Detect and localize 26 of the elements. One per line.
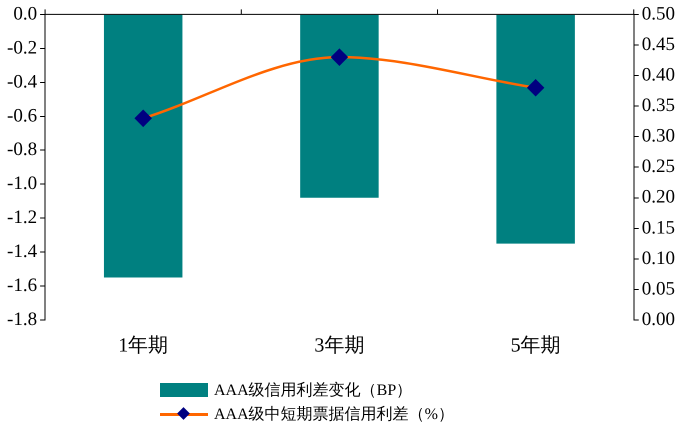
y-tick-label: -0.4 xyxy=(7,71,38,92)
y2-tick-label: 0.20 xyxy=(642,186,675,208)
y2-tick-label: 0.35 xyxy=(642,95,675,116)
y2-tick-label: 0.15 xyxy=(642,217,675,238)
y-tick-label: -0.2 xyxy=(7,37,38,58)
y2-tick-label: 0.00 xyxy=(642,308,675,330)
x-tick-label: 3年期 xyxy=(314,334,364,356)
y2-tick-label: 0.50 xyxy=(642,3,675,24)
y2-tick-label: 0.25 xyxy=(642,156,675,178)
y-tick-label: -0.8 xyxy=(7,139,38,160)
y2-tick-label: 0.40 xyxy=(642,64,675,86)
y-tick-label: -1.6 xyxy=(7,275,38,296)
y2-tick-label: 0.45 xyxy=(642,34,675,55)
y-tick-label: -0.6 xyxy=(7,105,38,126)
y2-tick-label: 0.30 xyxy=(642,126,675,147)
x-tick-label: 5年期 xyxy=(510,334,561,356)
legend-label: AAA级信用利差变化（BP） xyxy=(214,380,412,400)
y-tick-label: -1.8 xyxy=(7,308,38,330)
legend-label: AAA级中短期票据信用利差（%） xyxy=(214,404,454,424)
x-tick-label: 1年期 xyxy=(118,334,168,356)
y2-tick-label: 0.05 xyxy=(642,278,675,300)
y-tick-label: -1.2 xyxy=(7,207,38,228)
y-tick-label: 0.0 xyxy=(13,3,38,24)
y2-tick-label: 0.10 xyxy=(642,248,675,269)
y-tick-label: -1.0 xyxy=(7,173,38,194)
y-tick-label: -1.4 xyxy=(7,241,38,262)
